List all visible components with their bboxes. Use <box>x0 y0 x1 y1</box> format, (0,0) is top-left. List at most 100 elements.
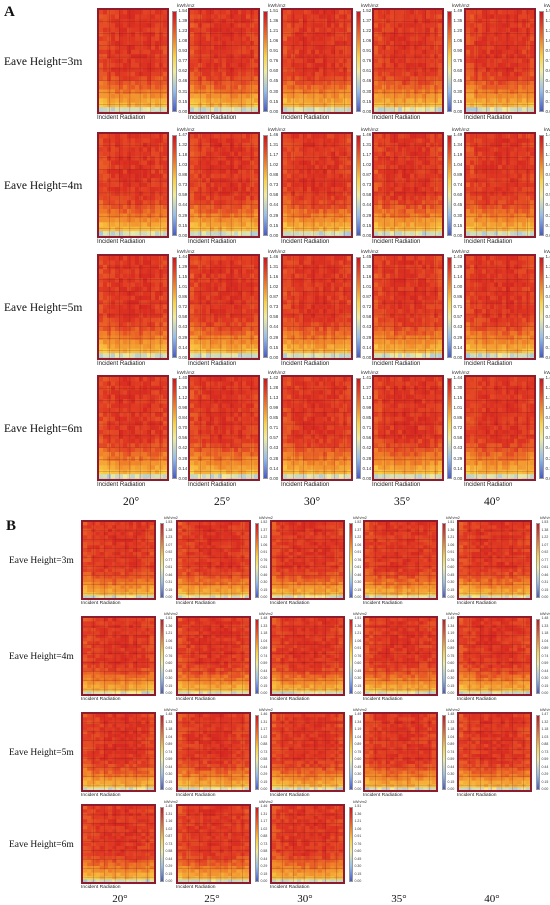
heatmap-pixel <box>510 142 515 148</box>
heatmap-pixel <box>394 107 399 112</box>
heatmap-pixel <box>151 317 156 323</box>
heatmap-svg <box>283 134 353 236</box>
colorbar-tick-label: 1.39 <box>178 17 188 23</box>
heatmap-pixel <box>490 71 495 77</box>
heatmap-pixel <box>530 71 534 77</box>
heatmap-pixel <box>315 36 320 42</box>
heatmap-pixel <box>518 111 523 112</box>
heatmap-pixel <box>434 63 439 68</box>
heatmap-pixel <box>155 300 160 305</box>
heatmap-pixel <box>155 286 160 292</box>
heatmap-pixel <box>135 98 140 104</box>
heatmap-pixel <box>202 45 207 51</box>
heatmap-pixel <box>438 45 442 51</box>
heatmap-pixel <box>351 227 353 232</box>
heatmap-pixel <box>246 45 251 51</box>
heatmap-pixel <box>514 235 519 236</box>
heatmap-pixel <box>218 40 223 46</box>
heatmap-pixel <box>327 14 332 20</box>
heatmap-pixel <box>206 217 211 223</box>
heatmap-pixel <box>143 67 148 73</box>
heatmap-pixel <box>526 182 531 188</box>
heatmap-pixel <box>238 182 243 188</box>
heatmap-pixel <box>119 164 124 170</box>
colorbar-tick-label: 1.21 <box>269 27 279 33</box>
heatmap-pixel <box>234 187 239 192</box>
heatmap-pixel <box>115 217 120 223</box>
heatmap-pixel <box>242 107 247 112</box>
heatmap-pixel <box>99 256 104 261</box>
heatmap-pixel <box>214 217 219 223</box>
heatmap-pixel <box>335 107 340 112</box>
heatmap-pixel <box>287 107 292 112</box>
heatmap-pixel <box>526 54 531 59</box>
heatmap-pixel <box>202 147 207 152</box>
heatmap-pixel <box>147 156 152 161</box>
heatmap-pixel <box>422 178 427 183</box>
heatmap-pixel <box>135 195 140 201</box>
heatmap-pixel <box>139 32 144 37</box>
heatmap-pixel <box>155 264 160 270</box>
heatmap-pixel <box>522 147 527 152</box>
heatmap-pixel <box>119 195 124 201</box>
heatmap-pixel <box>291 226 296 232</box>
heatmap-pixel <box>230 14 235 20</box>
heatmap-pixel <box>478 151 483 157</box>
heatmap-pixel <box>234 200 239 205</box>
heatmap-pixel <box>434 173 439 179</box>
heatmap-pixel <box>347 209 351 214</box>
heatmap-pixel <box>374 63 379 68</box>
heatmap-pixel <box>167 161 169 166</box>
heatmap-pixel <box>147 286 152 292</box>
heatmap-pixel <box>339 231 344 236</box>
heatmap-pixel <box>494 63 499 68</box>
heatmap-pixel <box>214 209 219 214</box>
heatmap-pixel <box>127 291 132 297</box>
heatmap-pixel <box>283 164 288 170</box>
heatmap-pixel <box>155 191 160 197</box>
heatmap-pixel <box>103 102 108 108</box>
heatmap-pixel <box>127 71 132 77</box>
heatmap-pixel <box>246 27 251 33</box>
heatmap-pixel <box>410 187 415 192</box>
heatmap-pixel <box>478 14 483 20</box>
heatmap-pixel <box>159 147 164 152</box>
heatmap-pixel <box>378 226 383 232</box>
heatmap-pixel <box>410 142 415 148</box>
heatmap-pixel <box>426 49 431 55</box>
heatmap-pixel <box>494 231 499 236</box>
heatmap-pixel <box>163 40 167 46</box>
heatmap-pixel <box>351 222 353 227</box>
heatmap-pixel <box>398 147 403 152</box>
heatmap-pixel <box>198 169 203 175</box>
heatmap-pixel <box>502 54 507 59</box>
heatmap-pixel <box>434 18 439 24</box>
heatmap-pixel <box>410 231 415 236</box>
heatmap-pixel <box>514 173 519 179</box>
heatmap-pixel <box>490 142 495 148</box>
heatmap-pixel <box>283 213 288 219</box>
heatmap-pixel <box>426 138 431 144</box>
heatmap-pixel <box>351 63 353 68</box>
heatmap-pixel <box>206 226 211 232</box>
heatmap-pixel <box>390 200 395 205</box>
heatmap-pixel <box>434 222 439 228</box>
heatmap-pixel <box>283 63 288 68</box>
heatmap-pixel <box>490 23 495 28</box>
heatmap-pixel <box>234 151 239 157</box>
heatmap-pixel <box>254 213 258 219</box>
heatmap-pixel <box>311 98 316 104</box>
heatmap-pixel <box>299 49 304 55</box>
heatmap-pixel <box>167 152 169 157</box>
heatmap-pixel <box>194 27 199 33</box>
heatmap-pixel <box>438 76 442 81</box>
heatmap-pixel <box>234 156 239 161</box>
heatmap-pixel <box>526 173 531 179</box>
heatmap-pixel <box>526 200 531 205</box>
heatmap-pixel <box>202 209 207 214</box>
heatmap-pixel <box>103 10 108 15</box>
heatmap-pixel <box>206 164 211 170</box>
heatmap-pixel <box>331 142 336 148</box>
heatmap-pixel <box>335 76 340 81</box>
heatmap-pixel <box>422 217 427 223</box>
